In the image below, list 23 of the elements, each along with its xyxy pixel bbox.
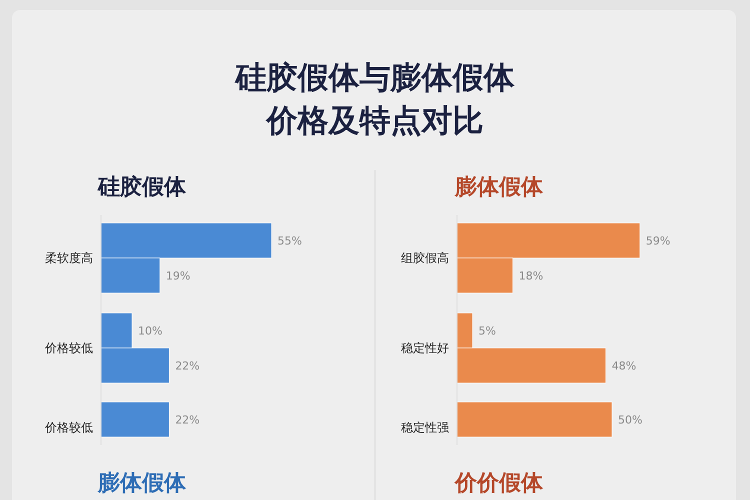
data-label: 50% xyxy=(618,414,642,426)
chart-subtitle: 膨体假体 xyxy=(454,175,544,200)
data-label: 5% xyxy=(478,324,496,338)
chart-subtitle: 硅胶假体 xyxy=(97,174,187,200)
y-tick-label: 稳定性强 xyxy=(401,420,449,434)
data-label: 18% xyxy=(518,270,544,282)
data-label: 22% xyxy=(175,360,200,372)
text: 膨体假体 xyxy=(97,471,187,496)
bar xyxy=(456,402,612,438)
data-label: 59% xyxy=(646,234,670,248)
y-tick-label: 稳定性好 xyxy=(401,341,449,355)
y-tick-label: 价格较低 xyxy=(44,420,93,434)
y-tick-label: 组胶假高 xyxy=(401,251,449,265)
data-label: 19% xyxy=(166,270,190,282)
data-label: 22% xyxy=(175,414,200,426)
data-label: 55% xyxy=(278,234,302,248)
data-label: 48% xyxy=(612,360,636,372)
text: 价价假体 xyxy=(454,471,544,496)
bar xyxy=(100,402,170,438)
y-tick-label: 价格较低 xyxy=(44,341,93,355)
y-tick-label: 柔软度高 xyxy=(45,251,93,265)
data-label: 10% xyxy=(138,324,162,338)
text: 硅胶假体与膨体假体价格及特点对比 xyxy=(234,60,516,139)
